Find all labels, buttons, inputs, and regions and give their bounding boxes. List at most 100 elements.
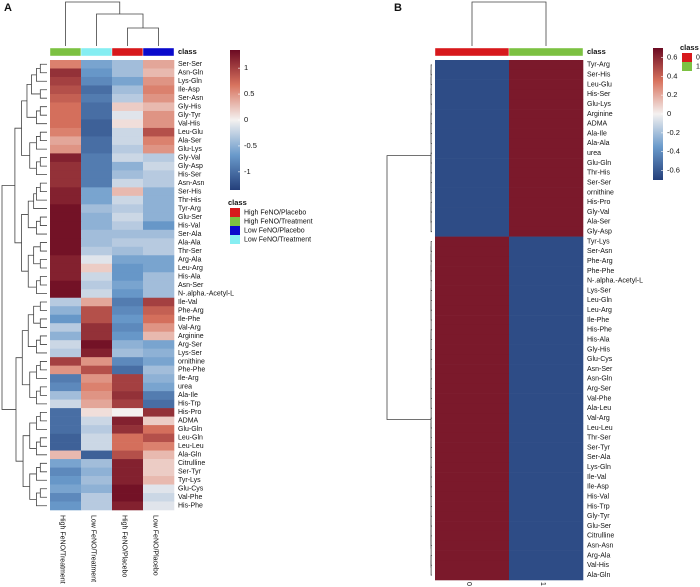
- heatmap-cell: [509, 373, 584, 385]
- heatmap-cell: [81, 425, 113, 434]
- colorbar-tick-label: 0: [667, 109, 671, 118]
- heatmap-cell: [509, 256, 584, 267]
- row-label: Phe-Arg: [178, 307, 204, 314]
- heatmap-cell: [112, 289, 144, 299]
- row-label: Arginine: [178, 333, 204, 340]
- heatmap-cell: [509, 560, 584, 571]
- row-label: Ala-Ile: [587, 130, 607, 137]
- row-label: Thr-His: [178, 197, 201, 204]
- heatmap-cell: [509, 462, 584, 473]
- legend-label: High FeNO/Treatment: [244, 218, 313, 225]
- heatmap-cell: [435, 511, 510, 522]
- heatmap-cell: [81, 476, 113, 485]
- row-label: His-Phe: [178, 503, 203, 510]
- heatmap-cell: [509, 432, 584, 443]
- column-dendrogram: [127, 27, 159, 46]
- heatmap-cell: [112, 391, 144, 400]
- row-label: His-Ala: [178, 273, 201, 280]
- heatmap-cell: [50, 187, 82, 197]
- class-annotation: [434, 47, 510, 57]
- class-annotation: [49, 47, 82, 57]
- heatmap-cell: [112, 484, 144, 494]
- heatmap-cell: [143, 68, 175, 78]
- heatmap-cell: [50, 144, 82, 154]
- heatmap-cell: [112, 450, 144, 460]
- column-label: 1: [539, 582, 546, 586]
- legend-label: High FeNO/Placebo: [244, 209, 306, 216]
- class-annotation: [142, 47, 175, 57]
- heatmap-cell: [143, 433, 175, 443]
- colorbar-tick-label: -0.4: [667, 147, 680, 156]
- heatmap-cell: [112, 144, 144, 154]
- heatmap-cell: [81, 433, 113, 443]
- heatmap-cell: [435, 256, 510, 267]
- heatmap-cell: [81, 484, 113, 494]
- heatmap-cell: [81, 144, 113, 154]
- heatmap-cell: [112, 195, 144, 205]
- row-dendrogram: [39, 386, 47, 396]
- row-label: Gly-Tyr: [178, 112, 201, 119]
- heatmap-cell: [50, 289, 82, 299]
- heatmap-cell: [50, 161, 82, 171]
- row-label: Tyr-Arg: [178, 205, 201, 212]
- heatmap-cell: [50, 433, 82, 443]
- class-annotation: [111, 47, 144, 57]
- row-label: Leu-Glu: [178, 129, 203, 136]
- heatmap-cell: [81, 136, 113, 146]
- row-label: His-Trp: [178, 401, 201, 408]
- heatmap-cell: [81, 102, 113, 112]
- row-label: Lys-Ser: [587, 287, 612, 294]
- heatmap-cell: [143, 467, 175, 477]
- row-dendrogram: [39, 301, 47, 311]
- heatmap-cell: [81, 68, 113, 78]
- row-label: Gly-Asp: [178, 163, 203, 170]
- heatmap-cell: [50, 374, 82, 383]
- row-label: Val-Arg: [587, 415, 610, 422]
- row-label: Thr-Ser: [587, 435, 611, 442]
- heatmap-cell: [435, 216, 510, 228]
- heatmap-cell: [81, 408, 113, 417]
- heatmap-cell: [50, 136, 82, 146]
- heatmap-cell: [509, 138, 584, 149]
- heatmap-cell: [81, 331, 113, 341]
- heatmap-cell: [509, 128, 584, 139]
- heatmap-cell: [143, 119, 175, 129]
- heatmap-cell: [50, 340, 82, 349]
- heatmap-cell: [143, 348, 175, 358]
- heatmap-cell: [509, 521, 584, 532]
- heatmap-cell: [81, 93, 113, 103]
- heatmap-cell: [435, 560, 510, 571]
- heatmap-cell: [143, 238, 175, 248]
- heatmap-cell: [509, 550, 584, 561]
- row-dendrogram: [14, 127, 22, 244]
- row-label: Arg-Ala: [178, 256, 201, 263]
- row-dendrogram: [39, 216, 47, 226]
- heatmap-cell: [435, 305, 510, 316]
- row-dendrogram: [39, 106, 47, 116]
- heatmap-cell: [143, 476, 175, 485]
- heatmap-cell: [435, 501, 510, 512]
- heatmap-cell: [435, 521, 510, 532]
- heatmap-cell: [112, 127, 144, 137]
- row-label: Leu-Arg: [178, 265, 203, 272]
- row-label: Ala-Gln: [178, 452, 201, 459]
- row-label: N-.alpha.-Acetyl-L: [178, 290, 234, 297]
- heatmap-cell: [509, 383, 584, 394]
- heatmap-cell: [435, 334, 510, 345]
- heatmap-cell: [435, 373, 510, 385]
- row-label: Ala-Leu: [587, 405, 611, 412]
- heatmap-cell: [50, 297, 82, 307]
- heatmap-cell: [435, 118, 510, 129]
- heatmap-cell: [50, 314, 82, 324]
- heatmap-cell: [81, 76, 113, 86]
- heatmap-cell: [435, 99, 510, 110]
- heatmap-cell: [143, 280, 175, 290]
- row-label: Ile-Phe: [178, 316, 200, 323]
- heatmap-cell: [509, 118, 584, 129]
- row-dendrogram: [36, 220, 47, 235]
- row-dendrogram: [36, 390, 47, 405]
- heatmap-cell: [509, 315, 584, 326]
- row-label: His-Phe: [587, 327, 612, 334]
- heatmap-cell: [112, 136, 144, 146]
- column-label: High FeNO/Placebo: [121, 515, 128, 577]
